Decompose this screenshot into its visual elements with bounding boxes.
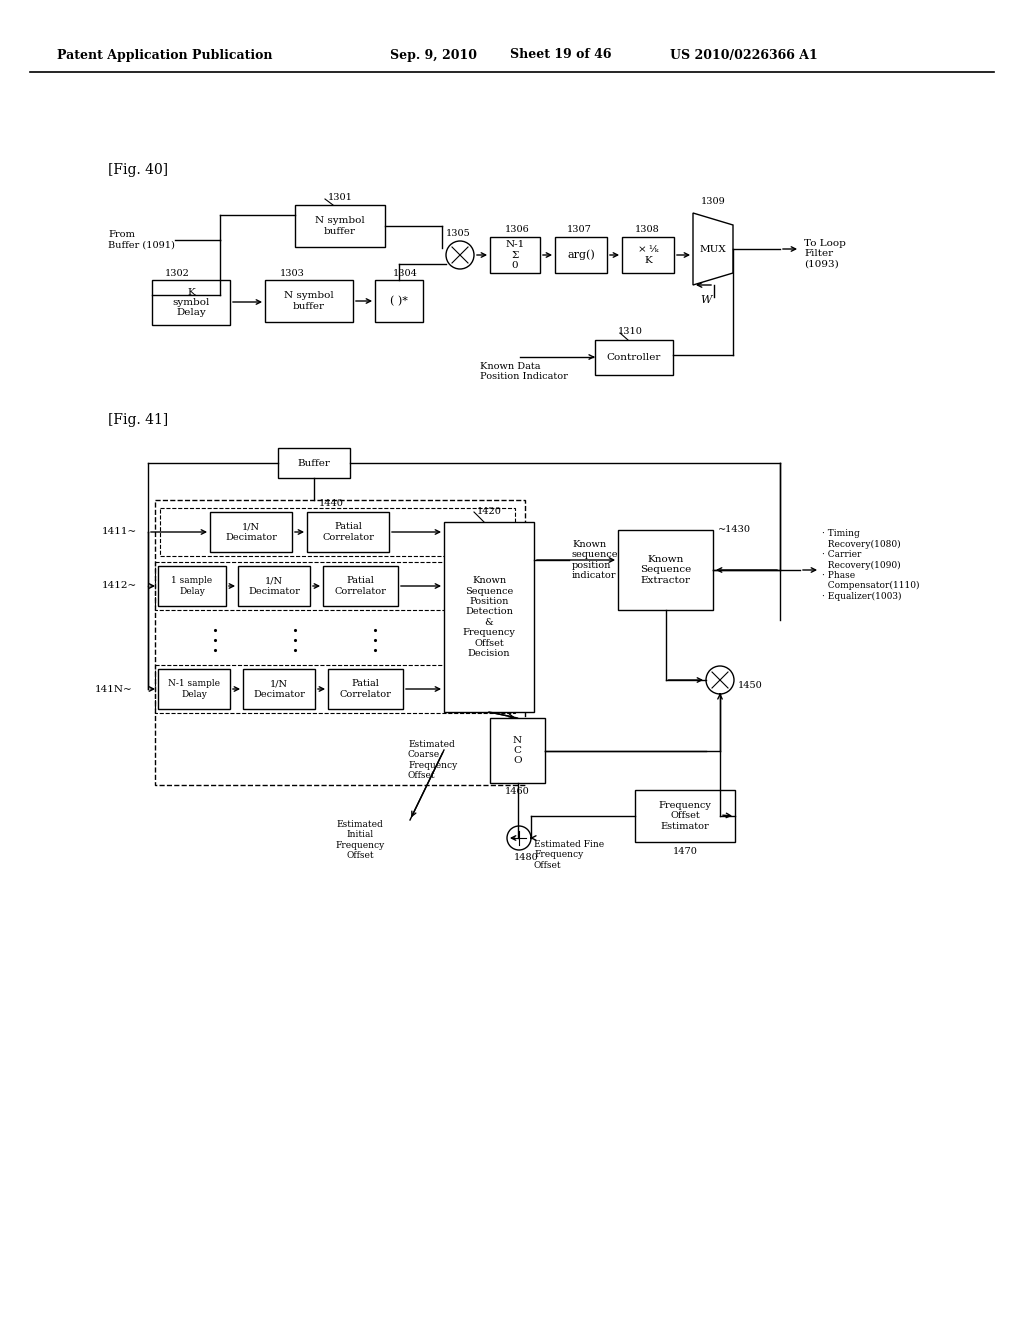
Bar [328,669,403,709]
Text: 1412~: 1412~ [102,582,137,590]
Text: × ¹⁄ₖ
K: × ¹⁄ₖ K [638,246,658,265]
Bar [155,500,525,785]
Text: [Fig. 40]: [Fig. 40] [108,162,168,177]
Bar [155,665,515,713]
Text: To Loop
Filter
(1093): To Loop Filter (1093) [804,239,846,269]
Text: 1450: 1450 [738,681,763,690]
Text: 1/N
Decimator: 1/N Decimator [253,680,305,698]
Text: 1411~: 1411~ [102,528,137,536]
Text: Estimated Fine
Frequency
Offset: Estimated Fine Frequency Offset [534,840,604,870]
Text: Sheet 19 of 46: Sheet 19 of 46 [510,49,611,62]
Text: arg(): arg() [567,249,595,260]
Text: From
Buffer (1091): From Buffer (1091) [108,230,175,249]
Text: · Timing
  Recovery(1080)
· Carrier
  Recovery(1090)
· Phase
  Compensator(1110): · Timing Recovery(1080) · Carrier Recove… [822,529,920,601]
Bar [158,669,230,709]
Text: 1309: 1309 [701,197,726,206]
Bar [595,341,673,375]
Bar [375,280,423,322]
Text: Estimated
Initial
Frequency
Offset: Estimated Initial Frequency Offset [336,820,385,861]
Text: 1305: 1305 [445,228,470,238]
Bar [158,566,226,606]
Text: 1308: 1308 [635,226,659,235]
Bar [618,531,713,610]
Text: Patial
Correlator: Patial Correlator [340,680,391,698]
Text: Patent Application Publication: Patent Application Publication [57,49,272,62]
Bar [152,280,230,325]
Text: 1306: 1306 [505,226,529,235]
Text: MUX: MUX [699,244,726,253]
Text: 1310: 1310 [617,327,642,337]
Text: ~1430: ~1430 [718,525,751,535]
Bar [622,238,674,273]
Bar [265,280,353,322]
Bar [323,566,398,606]
Text: 1460: 1460 [505,787,529,796]
Text: N-1 sample
Delay: N-1 sample Delay [168,680,220,698]
Text: ( )*: ( )* [390,296,408,306]
Bar [635,789,735,842]
Text: 1301: 1301 [328,194,352,202]
Text: Patial
Correlator: Patial Correlator [323,523,374,541]
Bar [243,669,315,709]
Text: Known
sequence
position
indicator: Known sequence position indicator [572,540,618,581]
Text: 1303: 1303 [280,269,305,279]
Text: Known
Sequence
Extractor: Known Sequence Extractor [640,556,691,585]
Bar [490,718,545,783]
Text: Buffer: Buffer [298,458,331,467]
Text: 141N~: 141N~ [95,685,133,693]
Text: 1/N
Decimator: 1/N Decimator [248,577,300,595]
Text: W: W [700,294,712,305]
Text: Sep. 9, 2010: Sep. 9, 2010 [390,49,477,62]
Bar [555,238,607,273]
Bar [295,205,385,247]
Text: N-1
Σ
0: N-1 Σ 0 [506,240,524,269]
Text: Known
Sequence
Position
Detection
&
Frequency
Offset
Decision: Known Sequence Position Detection & Freq… [463,576,515,657]
Text: Controller: Controller [607,352,662,362]
Text: K
symbol
Delay: K symbol Delay [172,288,210,317]
Bar [160,508,515,556]
Text: 1304: 1304 [393,269,418,279]
Polygon shape [693,213,733,285]
Text: N
C
O: N C O [513,735,522,766]
Bar [307,512,389,552]
Text: Patial
Correlator: Patial Correlator [335,577,386,595]
Text: [Fig. 41]: [Fig. 41] [108,413,168,426]
Text: Estimated
Coarse
Frequency
Offset: Estimated Coarse Frequency Offset [408,741,458,780]
Text: 1307: 1307 [567,226,592,235]
Text: Known Data
Position Indicator: Known Data Position Indicator [480,362,568,381]
Text: N symbol
buffer: N symbol buffer [284,292,334,310]
Text: 1/N
Decimator: 1/N Decimator [225,523,276,541]
Bar [278,447,350,478]
Text: US 2010/0226366 A1: US 2010/0226366 A1 [670,49,818,62]
Text: N symbol
buffer: N symbol buffer [315,216,365,236]
Text: 1420: 1420 [476,507,502,516]
Bar [210,512,292,552]
Text: 1470: 1470 [673,847,697,857]
Bar [155,562,515,610]
Bar [490,238,540,273]
Bar [444,521,534,711]
Bar [238,566,310,606]
Text: 1302: 1302 [165,269,189,279]
Text: 1 sample
Delay: 1 sample Delay [171,577,213,595]
Text: 1440: 1440 [319,499,344,507]
Text: Frequency
Offset
Estimator: Frequency Offset Estimator [658,801,712,830]
Text: 1480: 1480 [514,854,539,862]
